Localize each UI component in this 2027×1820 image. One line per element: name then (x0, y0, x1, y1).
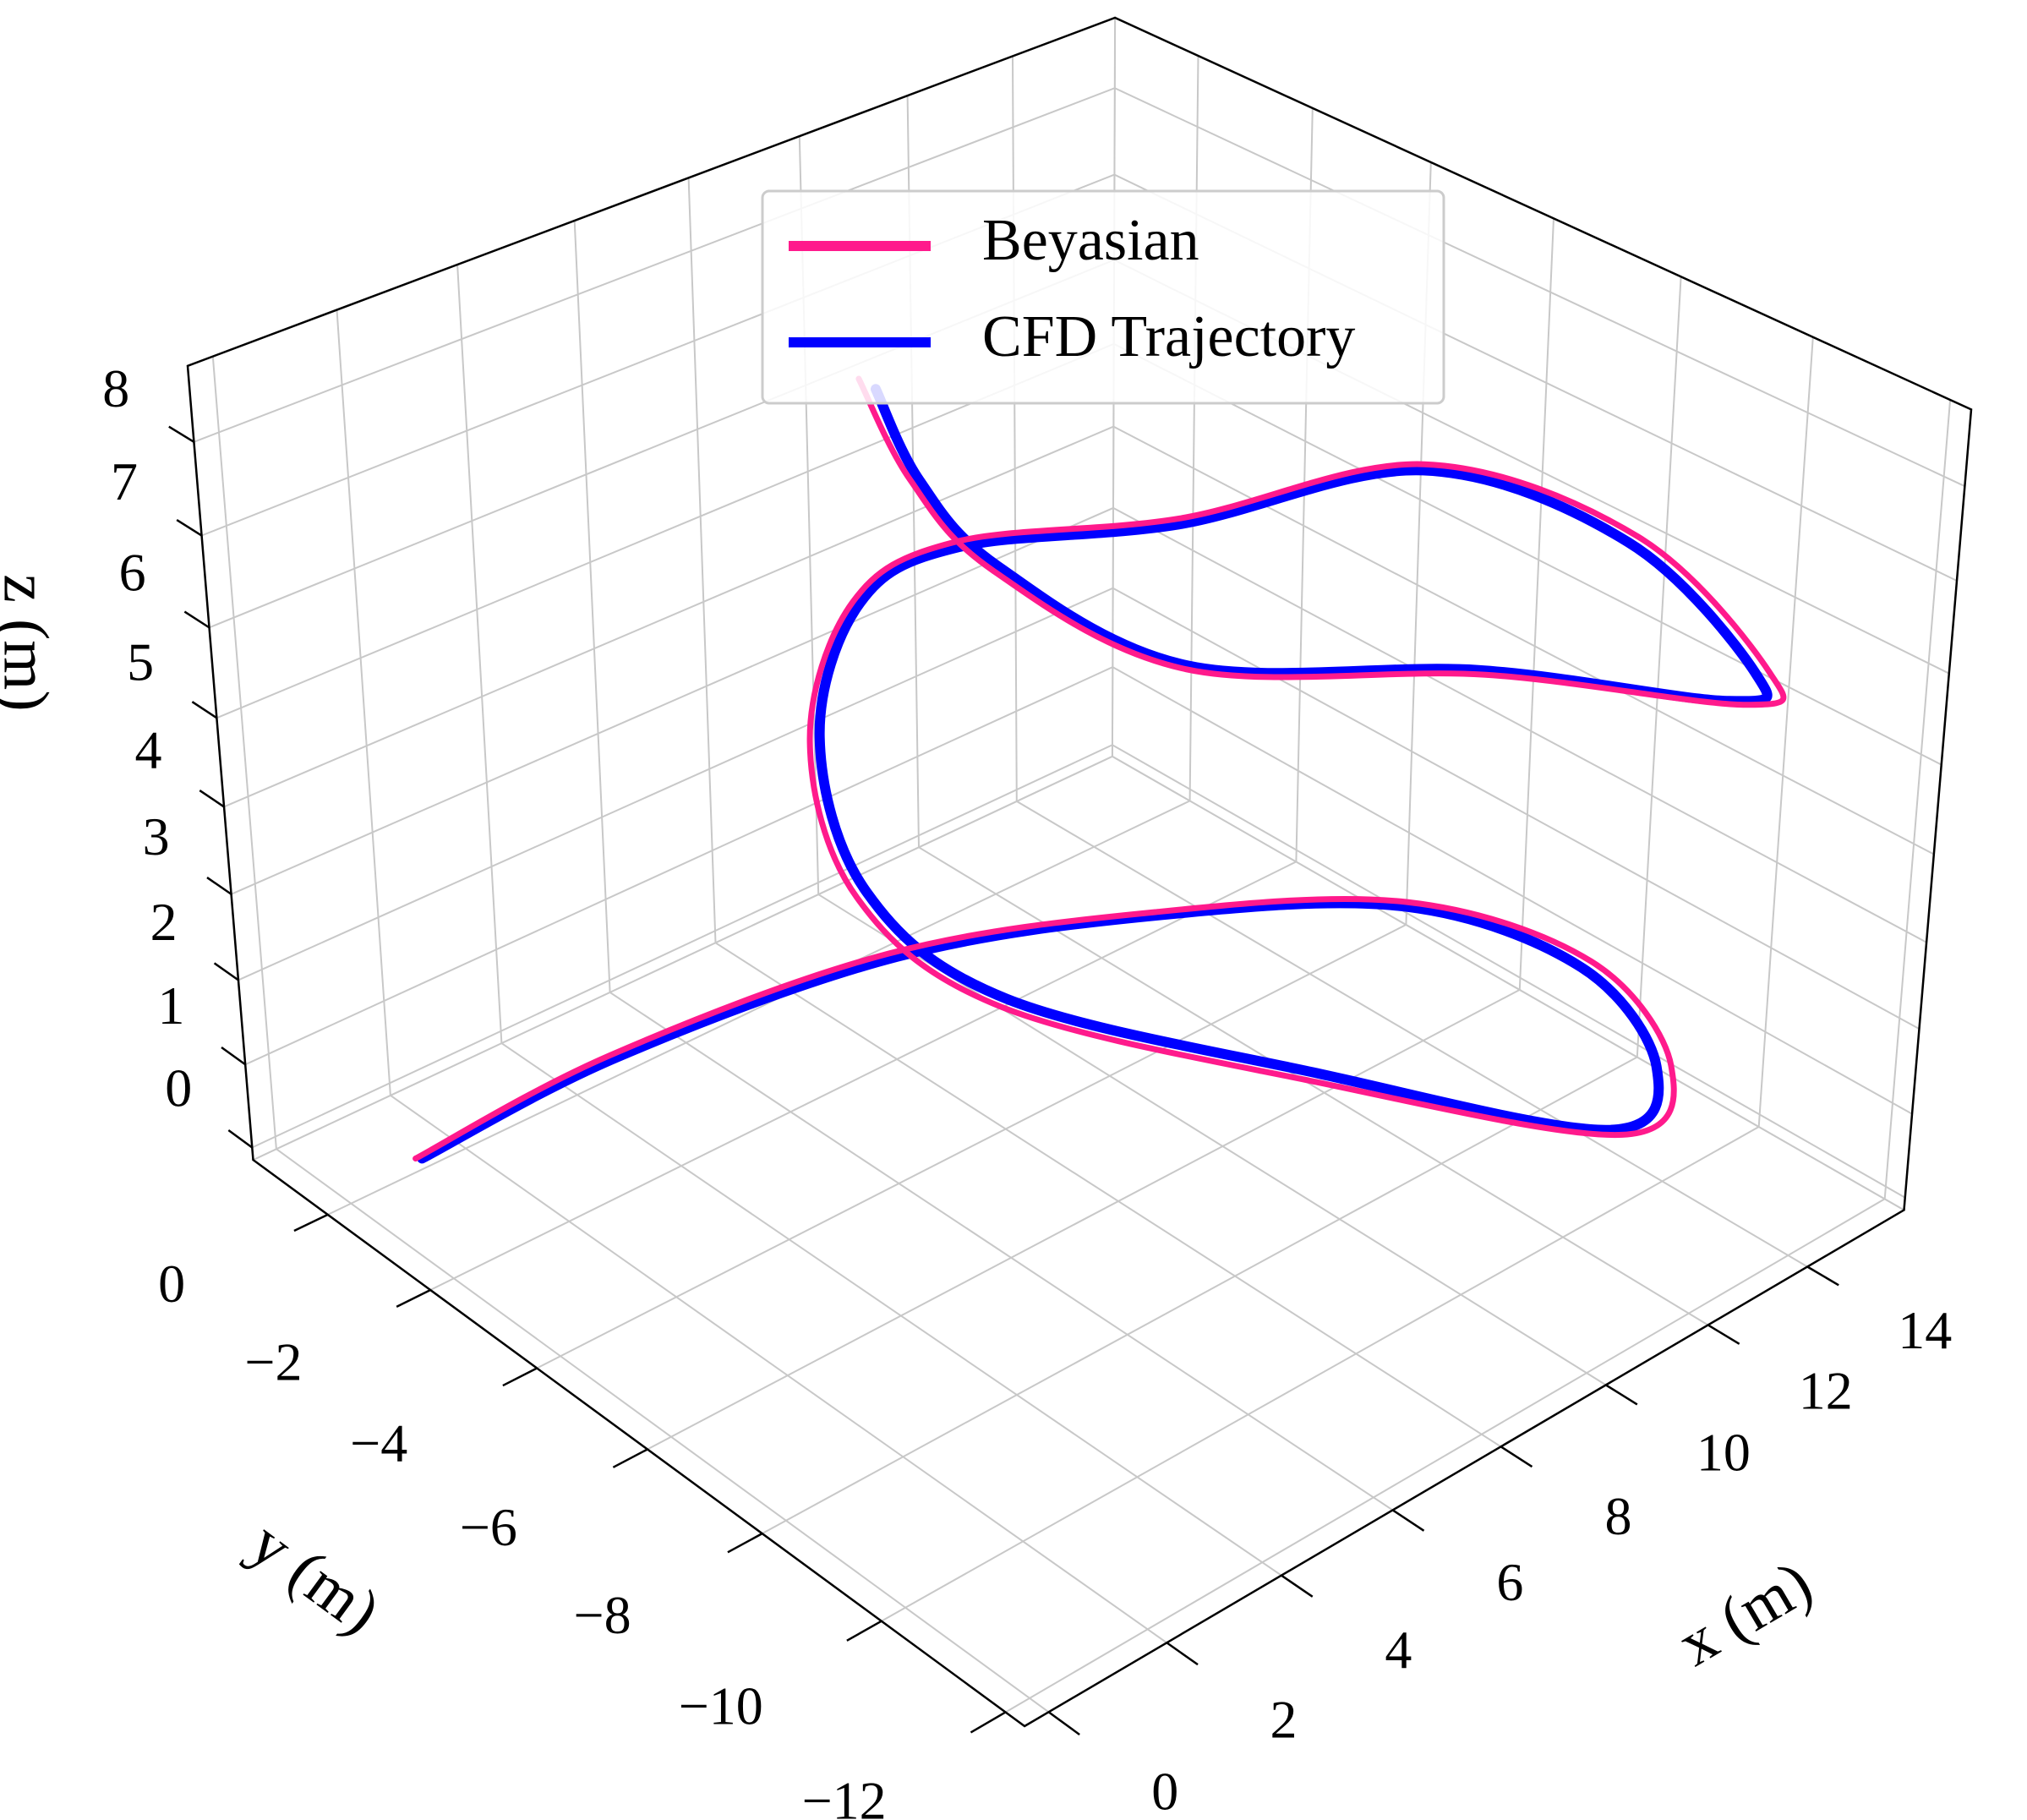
grid-line (881, 336, 1814, 1622)
grid-line (231, 506, 1927, 943)
grid-line (244, 665, 1913, 1115)
x-tick-label: 2 (1270, 1689, 1297, 1749)
tick-mark (168, 425, 195, 443)
grid-line (647, 218, 1554, 1451)
tick-mark (206, 877, 232, 895)
tick-mark (1605, 1384, 1638, 1406)
grid-line (456, 264, 1282, 1577)
tick-mark (221, 1047, 246, 1066)
x-tick-label: 12 (1799, 1360, 1853, 1420)
y-tick-label: −2 (244, 1332, 302, 1392)
x-axis-label: x (m) (1666, 1547, 1823, 1680)
y-tick-label: 0 (158, 1254, 185, 1314)
grid-line (223, 425, 1935, 855)
z-tick-label: 7 (111, 451, 138, 511)
tick-mark (727, 1533, 763, 1554)
tick-mark (213, 962, 239, 981)
z-tick-label: 5 (127, 632, 154, 692)
grid-line (1005, 399, 1952, 1713)
tick-mark (176, 519, 203, 537)
tick-mark (612, 1448, 648, 1468)
z-axis-label: z (m) (0, 574, 62, 711)
grid-line (201, 173, 1958, 582)
tick-mark (191, 701, 218, 719)
tick-mark (1806, 1265, 1839, 1287)
x-tick-label: 8 (1604, 1486, 1631, 1546)
tick-mark (502, 1367, 538, 1387)
z-tick-label: 4 (134, 720, 161, 780)
z-tick-label: 6 (119, 543, 146, 603)
z-tick-label: 2 (150, 892, 178, 952)
axis-box (186, 16, 1973, 1728)
y-tick-label: −8 (574, 1585, 631, 1645)
tick-mark (846, 1620, 882, 1642)
tick-mark (199, 790, 225, 808)
grid-line (536, 161, 1432, 1369)
y-axis-label: y (m) (238, 1507, 393, 1648)
x-tick-label: 6 (1496, 1552, 1523, 1612)
tick-mark (293, 1213, 329, 1232)
z-tick-label: 0 (165, 1058, 192, 1118)
y-tick-label: −4 (350, 1413, 407, 1473)
grid-line (251, 744, 1906, 1199)
grid-line (211, 356, 1050, 1713)
tick-mark (1707, 1324, 1740, 1345)
tick-mark (1047, 1711, 1080, 1735)
grid-line (762, 276, 1682, 1534)
grid-line (687, 178, 1502, 1448)
x-tick-label: 0 (1151, 1761, 1178, 1820)
y-tick-label: −10 (679, 1675, 763, 1735)
legend: Beyasian CFD Trajectory (761, 189, 1445, 405)
y-tick-label: −6 (460, 1497, 517, 1557)
tick-mark (183, 610, 210, 629)
grid-line (194, 87, 1965, 488)
trajectory-line (413, 375, 1787, 1161)
x-tick-label: 4 (1385, 1620, 1412, 1680)
grid-line (573, 220, 1394, 1511)
legend-box (761, 189, 1445, 405)
tick-mark (227, 1129, 254, 1149)
legend-label: Beyasian (982, 208, 1199, 273)
lines (413, 375, 1787, 1164)
legend-label: CFD Trajectory (982, 304, 1355, 369)
x-tick-label: 14 (1898, 1300, 1952, 1360)
tick-mark (1500, 1446, 1533, 1468)
tick-mark (1281, 1574, 1314, 1598)
z-tick-label: 8 (102, 358, 129, 418)
z-tick-label: 3 (143, 806, 170, 866)
tick-mark (1391, 1509, 1425, 1532)
y-tick-label: −12 (802, 1771, 887, 1820)
tick-mark (396, 1288, 431, 1308)
grid-line (336, 309, 1167, 1644)
grid-line (238, 587, 1920, 1030)
trajectory-line (417, 384, 1773, 1164)
tick-mark (970, 1711, 1007, 1734)
z-tick-label: 1 (157, 976, 184, 1036)
tick-mark (1166, 1642, 1199, 1666)
x-tick-label: 10 (1696, 1423, 1751, 1483)
